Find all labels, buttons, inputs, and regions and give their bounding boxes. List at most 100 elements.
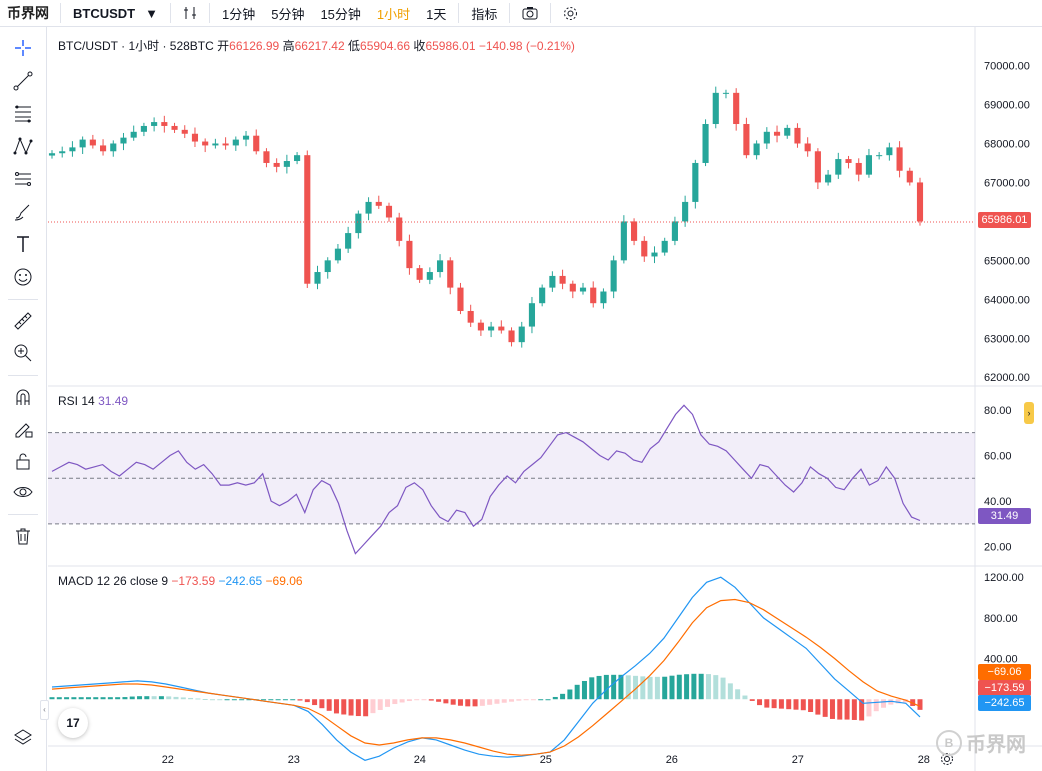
collapse-handle-icon[interactable]: ‹ [40,700,49,720]
legend-close: 65986.01 [425,39,476,53]
macd-histogram-bar [786,699,792,710]
macd-histogram-bar [457,699,463,706]
tradingview-logo-icon[interactable]: 17 [58,708,88,738]
macd-histogram-bar [268,699,274,701]
candle [314,272,321,284]
toolbar-divider [8,514,38,515]
candle [89,139,96,146]
candle [814,151,821,183]
eye-icon[interactable] [10,479,36,505]
interval-5m[interactable]: 5分钟 [271,6,305,22]
layers-icon[interactable] [10,724,36,750]
candle [242,135,250,140]
candle [130,131,137,138]
brush-icon[interactable] [10,199,36,225]
candle [294,155,301,162]
ruler-icon[interactable] [10,308,36,334]
zoom-in-icon[interactable] [10,340,36,366]
lock-icon[interactable] [10,448,36,474]
candle [886,147,893,156]
rsi-period: 14 [81,394,95,408]
candle [916,182,924,222]
candle [733,92,740,125]
toolbar-divider [550,3,552,23]
gear-icon[interactable] [555,0,586,26]
candle [763,131,770,144]
candle [528,303,536,327]
candle [426,272,433,280]
macd-histogram-bar [385,699,391,707]
candle [876,155,883,157]
macd-axis-label: 400.00 [984,654,1018,666]
macd-histogram-bar [720,677,726,700]
candle [835,159,842,175]
macd-histogram-bar [705,674,711,700]
fib-icon[interactable] [10,100,36,126]
macd-histogram-bar [399,699,405,703]
indicators-button[interactable]: 指标 [471,6,498,22]
pattern-icon[interactable] [10,133,36,159]
macd-histogram-bar [822,699,828,717]
crosshair-icon[interactable] [10,35,36,61]
trash-icon[interactable] [10,523,36,549]
macd-histogram-bar [552,696,558,700]
interval-1h[interactable]: 1小时 [376,6,411,22]
candle [753,143,760,156]
top-toolbar: 币界网 BTCUSDT ▼ 1分钟 5分钟 15分钟 1小时 1天 指标 [0,0,1042,27]
macd-histogram-bar [414,699,420,701]
macd-histogram-bar [494,699,500,704]
macd-histogram-bar [647,676,653,700]
candle [804,143,811,152]
candle [865,155,873,175]
candle [692,162,699,202]
trendline-icon[interactable] [10,68,36,94]
lock-drawing-icon[interactable] [10,416,36,442]
macd-histogram-bar [603,674,609,700]
camera-icon[interactable] [514,0,546,26]
macd-histogram-bar [421,699,427,701]
macd-histogram-bar [115,697,121,700]
macd-value-2: −242.65 [218,574,263,588]
candle [845,159,852,163]
price-axis-label: 65000.00 [984,255,1030,267]
macd-histogram-bar [78,697,84,700]
macd-histogram-bar [472,699,478,707]
rsi-axis-label: 40.00 [984,496,1012,508]
candle [253,135,260,152]
macd-histogram-bar [895,699,901,704]
macd-histogram-bar [808,699,814,712]
candle [671,221,678,241]
macd-histogram-bar [202,698,208,700]
rsi-axis-label: 60.00 [984,450,1012,462]
macd-histogram-bar [71,697,77,700]
price-axis-label: 69000.00 [984,100,1030,112]
macd-histogram-bar [93,697,99,700]
interval-1d[interactable]: 1天 [426,6,447,22]
candle [232,139,239,146]
macd-histogram-bar [195,698,201,700]
macd-histogram-bar [917,699,923,710]
macd-histogram-bar [436,699,442,702]
macd-histogram-bar [319,699,325,709]
candle [222,143,229,146]
compare-icon[interactable] [175,0,205,26]
candle [712,92,719,125]
interval-15m[interactable]: 15分钟 [320,6,361,22]
emoji-icon[interactable] [10,264,36,290]
candle [212,143,219,146]
scroll-right-icon[interactable]: › [1024,402,1034,424]
text-icon[interactable] [10,231,36,257]
legend-low: 65904.66 [360,39,411,53]
candle [416,268,423,280]
candle [385,205,393,218]
magnet-icon[interactable] [10,384,36,410]
macd-histogram-bar [829,699,835,719]
site-logo[interactable]: 币界网 [7,5,49,21]
interval-1m[interactable]: 1分钟 [221,6,256,22]
price-axis-label: 62000.00 [984,372,1030,384]
projection-icon[interactable] [10,166,36,192]
macd-histogram-bar [581,680,587,700]
main-legend: BTC/USDT · 1小时 · 528BTC 开66126.99 高66217… [58,37,575,54]
symbol-selector[interactable]: BTCUSDT ▼ [65,6,166,21]
